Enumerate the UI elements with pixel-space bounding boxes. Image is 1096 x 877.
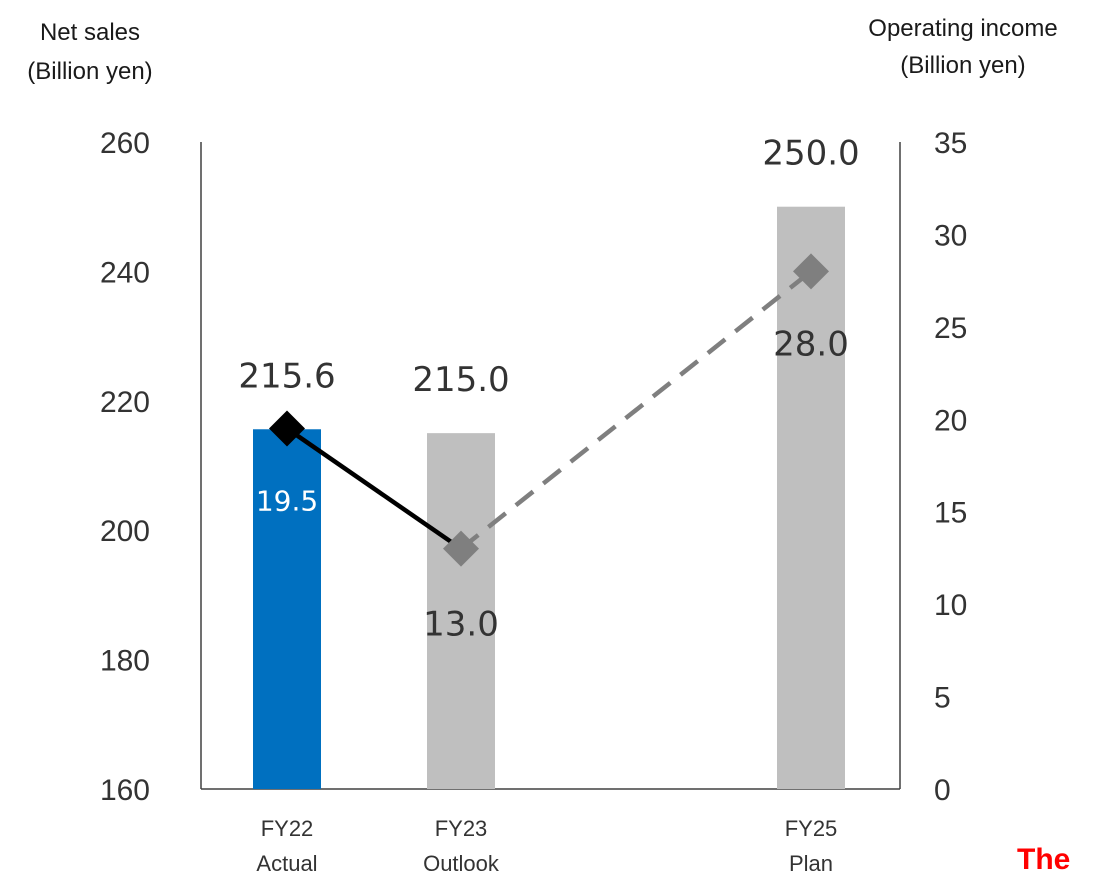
banner-text: The xyxy=(1017,843,1070,876)
right-tick-label: 30 xyxy=(934,219,967,252)
left-axis-title-line1: Net sales xyxy=(40,19,140,46)
left-tick-label: 240 xyxy=(100,256,150,289)
bar-0 xyxy=(253,429,321,789)
line-marker-0 xyxy=(269,410,305,447)
left-tick-label: 160 xyxy=(100,774,150,807)
right-axis-title-line1: Operating income xyxy=(868,15,1057,42)
data-labels: 215.6 215.0 250.0 19.5 13.0 28.0 xyxy=(238,134,859,645)
right-tick-label: 0 xyxy=(934,774,951,807)
right-tick-label: 25 xyxy=(934,312,967,345)
bar-value-label: 250.0 xyxy=(762,134,859,174)
line-value-label: 13.0 xyxy=(423,605,499,645)
left-axis-ticks: 160 180 200 220 240 260 xyxy=(100,127,150,807)
left-axis-title-line2: (Billion yen) xyxy=(27,58,152,85)
right-axis-ticks: 0 5 10 15 20 25 30 35 xyxy=(934,127,967,807)
category-labels: FY22 Actual FY23 Outlook FY25 Plan xyxy=(256,816,837,876)
right-tick-label: 15 xyxy=(934,497,967,530)
left-tick-label: 200 xyxy=(100,515,150,548)
right-tick-label: 20 xyxy=(934,404,967,437)
right-tick-label: 35 xyxy=(934,127,967,160)
category-label-bottom: Outlook xyxy=(423,851,500,876)
category-label-bottom: Actual xyxy=(256,851,317,876)
left-tick-label: 220 xyxy=(100,386,150,419)
category-label-top: FY23 xyxy=(435,816,488,841)
category-label-bottom: Plan xyxy=(789,851,833,876)
line-marker-2 xyxy=(793,253,829,290)
line-segment-0 xyxy=(285,426,463,551)
bar-value-label: 215.0 xyxy=(412,360,509,400)
category-label-top: FY22 xyxy=(261,816,314,841)
right-tick-label: 5 xyxy=(934,682,951,715)
line-series xyxy=(269,253,829,567)
line-marker-1 xyxy=(443,530,479,567)
line-value-label: 28.0 xyxy=(773,324,849,364)
bar-series xyxy=(253,206,845,789)
line-segment-1 xyxy=(459,269,813,551)
line-value-label: 19.5 xyxy=(256,485,318,518)
right-axis-title-line2: (Billion yen) xyxy=(900,52,1025,79)
bar-2 xyxy=(777,206,845,789)
bar-value-label: 215.6 xyxy=(238,356,335,396)
left-tick-label: 180 xyxy=(100,645,150,678)
category-label-top: FY25 xyxy=(785,816,838,841)
left-tick-label: 260 xyxy=(100,127,150,160)
right-tick-label: 10 xyxy=(934,589,967,622)
bar-1 xyxy=(427,433,495,789)
